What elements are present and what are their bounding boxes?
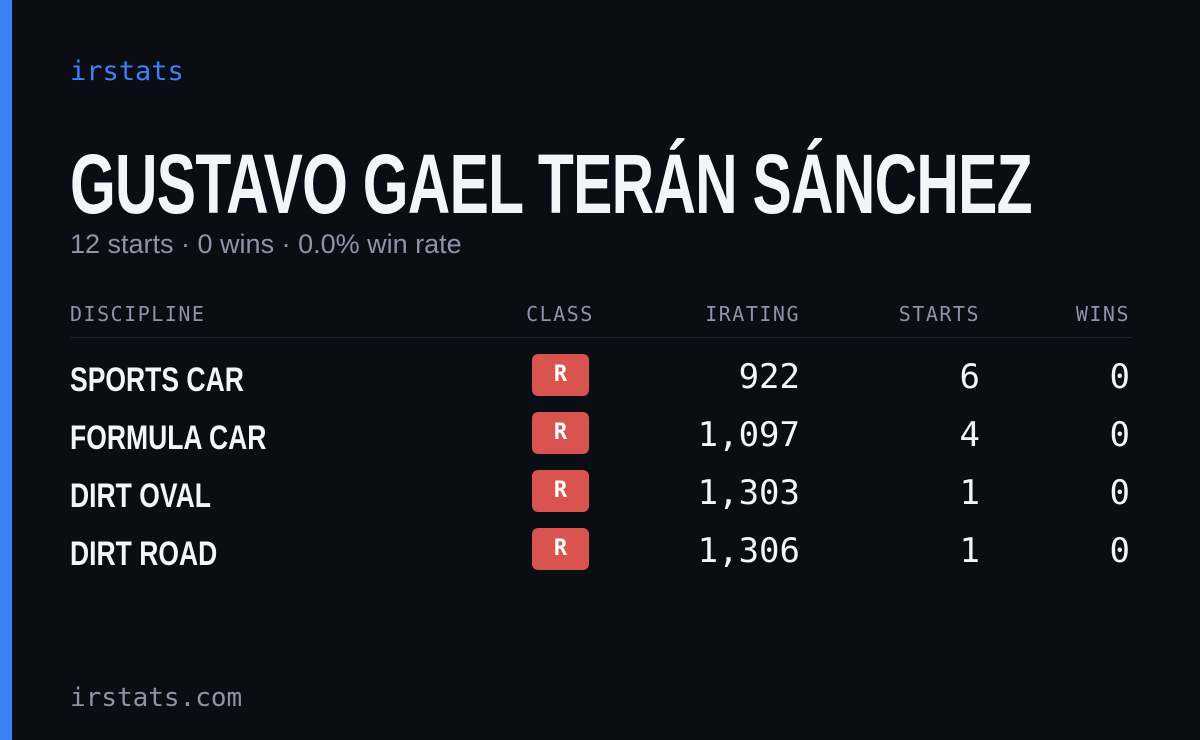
stat-value: 0: [1109, 415, 1130, 455]
discipline: DIRT OVAL: [70, 477, 211, 515]
column-header: STARTS: [898, 302, 980, 326]
stat-value: 0: [1109, 473, 1130, 513]
stat-value: 1,097: [697, 415, 800, 455]
class-badge: R: [532, 470, 589, 512]
accent-bar: [0, 0, 12, 740]
class-badge: R: [532, 354, 589, 396]
column-header: WINS: [1075, 302, 1130, 326]
driver-name: GUSTAVO GAEL TERÁN SÁNCHEZ: [70, 137, 1033, 231]
class-badge: R: [532, 412, 589, 454]
stat-value: 0: [1109, 357, 1130, 397]
summary: 12 starts · 0 wins · 0.0% win rate: [70, 229, 462, 259]
stat-value: 922: [738, 357, 800, 397]
discipline: SPORTS CAR: [70, 361, 244, 399]
brand: irstats: [70, 56, 184, 87]
column-header: CLASS: [526, 302, 594, 326]
stat-value: 6: [959, 357, 980, 397]
header-rule: [70, 337, 1132, 338]
stat-value: 1,306: [697, 531, 800, 571]
stat-value: 1,303: [697, 473, 800, 513]
discipline: FORMULA CAR: [70, 419, 267, 457]
footer: irstats.com: [70, 683, 243, 713]
column-header: DISCIPLINE: [70, 302, 206, 326]
discipline: DIRT ROAD: [70, 535, 218, 573]
stat-value: 1: [959, 473, 980, 513]
stat-value: 0: [1109, 531, 1130, 571]
stat-value: 4: [959, 415, 980, 455]
column-header: IRATING: [705, 302, 800, 326]
class-badge: R: [532, 528, 589, 570]
stat-value: 1: [959, 531, 980, 571]
